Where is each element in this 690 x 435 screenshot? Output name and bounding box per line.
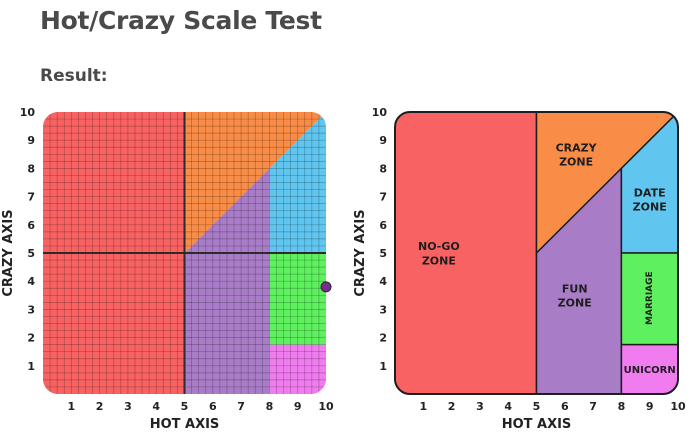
no-go-zone-label: ZONE	[422, 254, 456, 267]
x-axis-label: HOT AXIS	[502, 417, 572, 432]
unicorn-region	[269, 344, 326, 394]
crazy-zone-label: CRAZY	[556, 141, 598, 154]
x-tick-label: 6	[209, 400, 217, 413]
date-zone	[620, 112, 678, 254]
x-tick-label: 1	[419, 400, 427, 413]
fun-zone-label: ZONE	[558, 297, 592, 310]
y-tick-label: 9	[27, 134, 35, 147]
y-tick-label: 10	[20, 106, 36, 119]
y-tick-label: 10	[372, 106, 388, 119]
marriage-zone-label: MARRIAGE	[645, 271, 655, 325]
page-title: Hot/Crazy Scale Test	[40, 6, 322, 35]
x-tick-label: 1	[67, 400, 75, 413]
zone-chart-frame	[394, 111, 679, 395]
x-tick-label: 2	[448, 400, 456, 413]
result-chart: 1 2 3 4 5 6 7 8 9 10 1 2 3 4 5 6 7 8 9 10 HOT AXIS CRAZY A…	[1, 106, 334, 432]
x-axis-label: HOT AXIS	[150, 417, 220, 432]
x-tick-label: 8	[618, 400, 626, 413]
marriage-region	[269, 253, 326, 345]
x-tick-label: 7	[589, 400, 597, 413]
fun-region	[184, 168, 270, 394]
y-tick-label: 8	[379, 162, 387, 175]
y-tick-label: 1	[27, 360, 35, 373]
y-tick-label: 6	[379, 219, 387, 232]
x-tick-label: 5	[181, 400, 189, 413]
y-tick-label: 6	[27, 219, 35, 232]
x-tick-label: 3	[124, 400, 132, 413]
y-axis-label: CRAZY AXIS	[353, 209, 368, 296]
crazy-zone-label: ZONE	[559, 156, 593, 169]
x-tick-label: 10	[670, 400, 686, 413]
x-tick-label: 8	[266, 400, 274, 413]
y-tick-label: 4	[27, 275, 35, 288]
x-tick-label: 4	[504, 400, 512, 413]
y-tick-label: 7	[27, 191, 35, 204]
fun-zone-label: FUN	[562, 282, 588, 295]
result-label: Result:	[40, 66, 108, 86]
y-tick-label: 3	[379, 303, 387, 316]
x-tick-label: 3	[476, 400, 484, 413]
x-tick-label: 6	[561, 400, 569, 413]
x-tick-label: 10	[318, 400, 334, 413]
unicorn-zone-label: UNICORN	[624, 365, 676, 376]
y-axis-label: CRAZY AXIS	[1, 209, 16, 296]
x-tick-label: 2	[96, 400, 104, 413]
y-tick-label: 2	[379, 332, 387, 345]
result-point	[320, 281, 332, 293]
no-go-zone-label: NO-GO	[418, 240, 460, 253]
no-go-zone	[395, 112, 538, 394]
zone-chart: 1 2 3 4 5 6 7 8 9 10 1 2 3 4 5 6 7 8 9 10 HOT AXIS CRAZY A…	[353, 106, 686, 432]
date-region	[269, 112, 326, 253]
y-tick-label: 1	[379, 360, 387, 373]
y-tick-label: 4	[379, 275, 387, 288]
y-tick-label: 2	[27, 332, 35, 345]
marriage-zone	[620, 252, 678, 346]
y-tick-label: 5	[379, 247, 387, 260]
unicorn-zone	[620, 343, 678, 394]
x-tick-label: 9	[294, 400, 302, 413]
y-tick-label: 5	[27, 247, 35, 260]
x-tick-label: 7	[237, 400, 245, 413]
y-tick-label: 9	[379, 134, 387, 147]
date-zone-label: DATE	[634, 187, 666, 200]
y-tick-label: 7	[379, 191, 387, 204]
y-tick-label: 3	[27, 303, 35, 316]
x-tick-label: 9	[646, 400, 654, 413]
x-tick-label: 4	[152, 400, 160, 413]
y-tick-label: 8	[27, 162, 35, 175]
x-tick-label: 5	[533, 400, 541, 413]
date-zone-label: ZONE	[633, 201, 667, 214]
